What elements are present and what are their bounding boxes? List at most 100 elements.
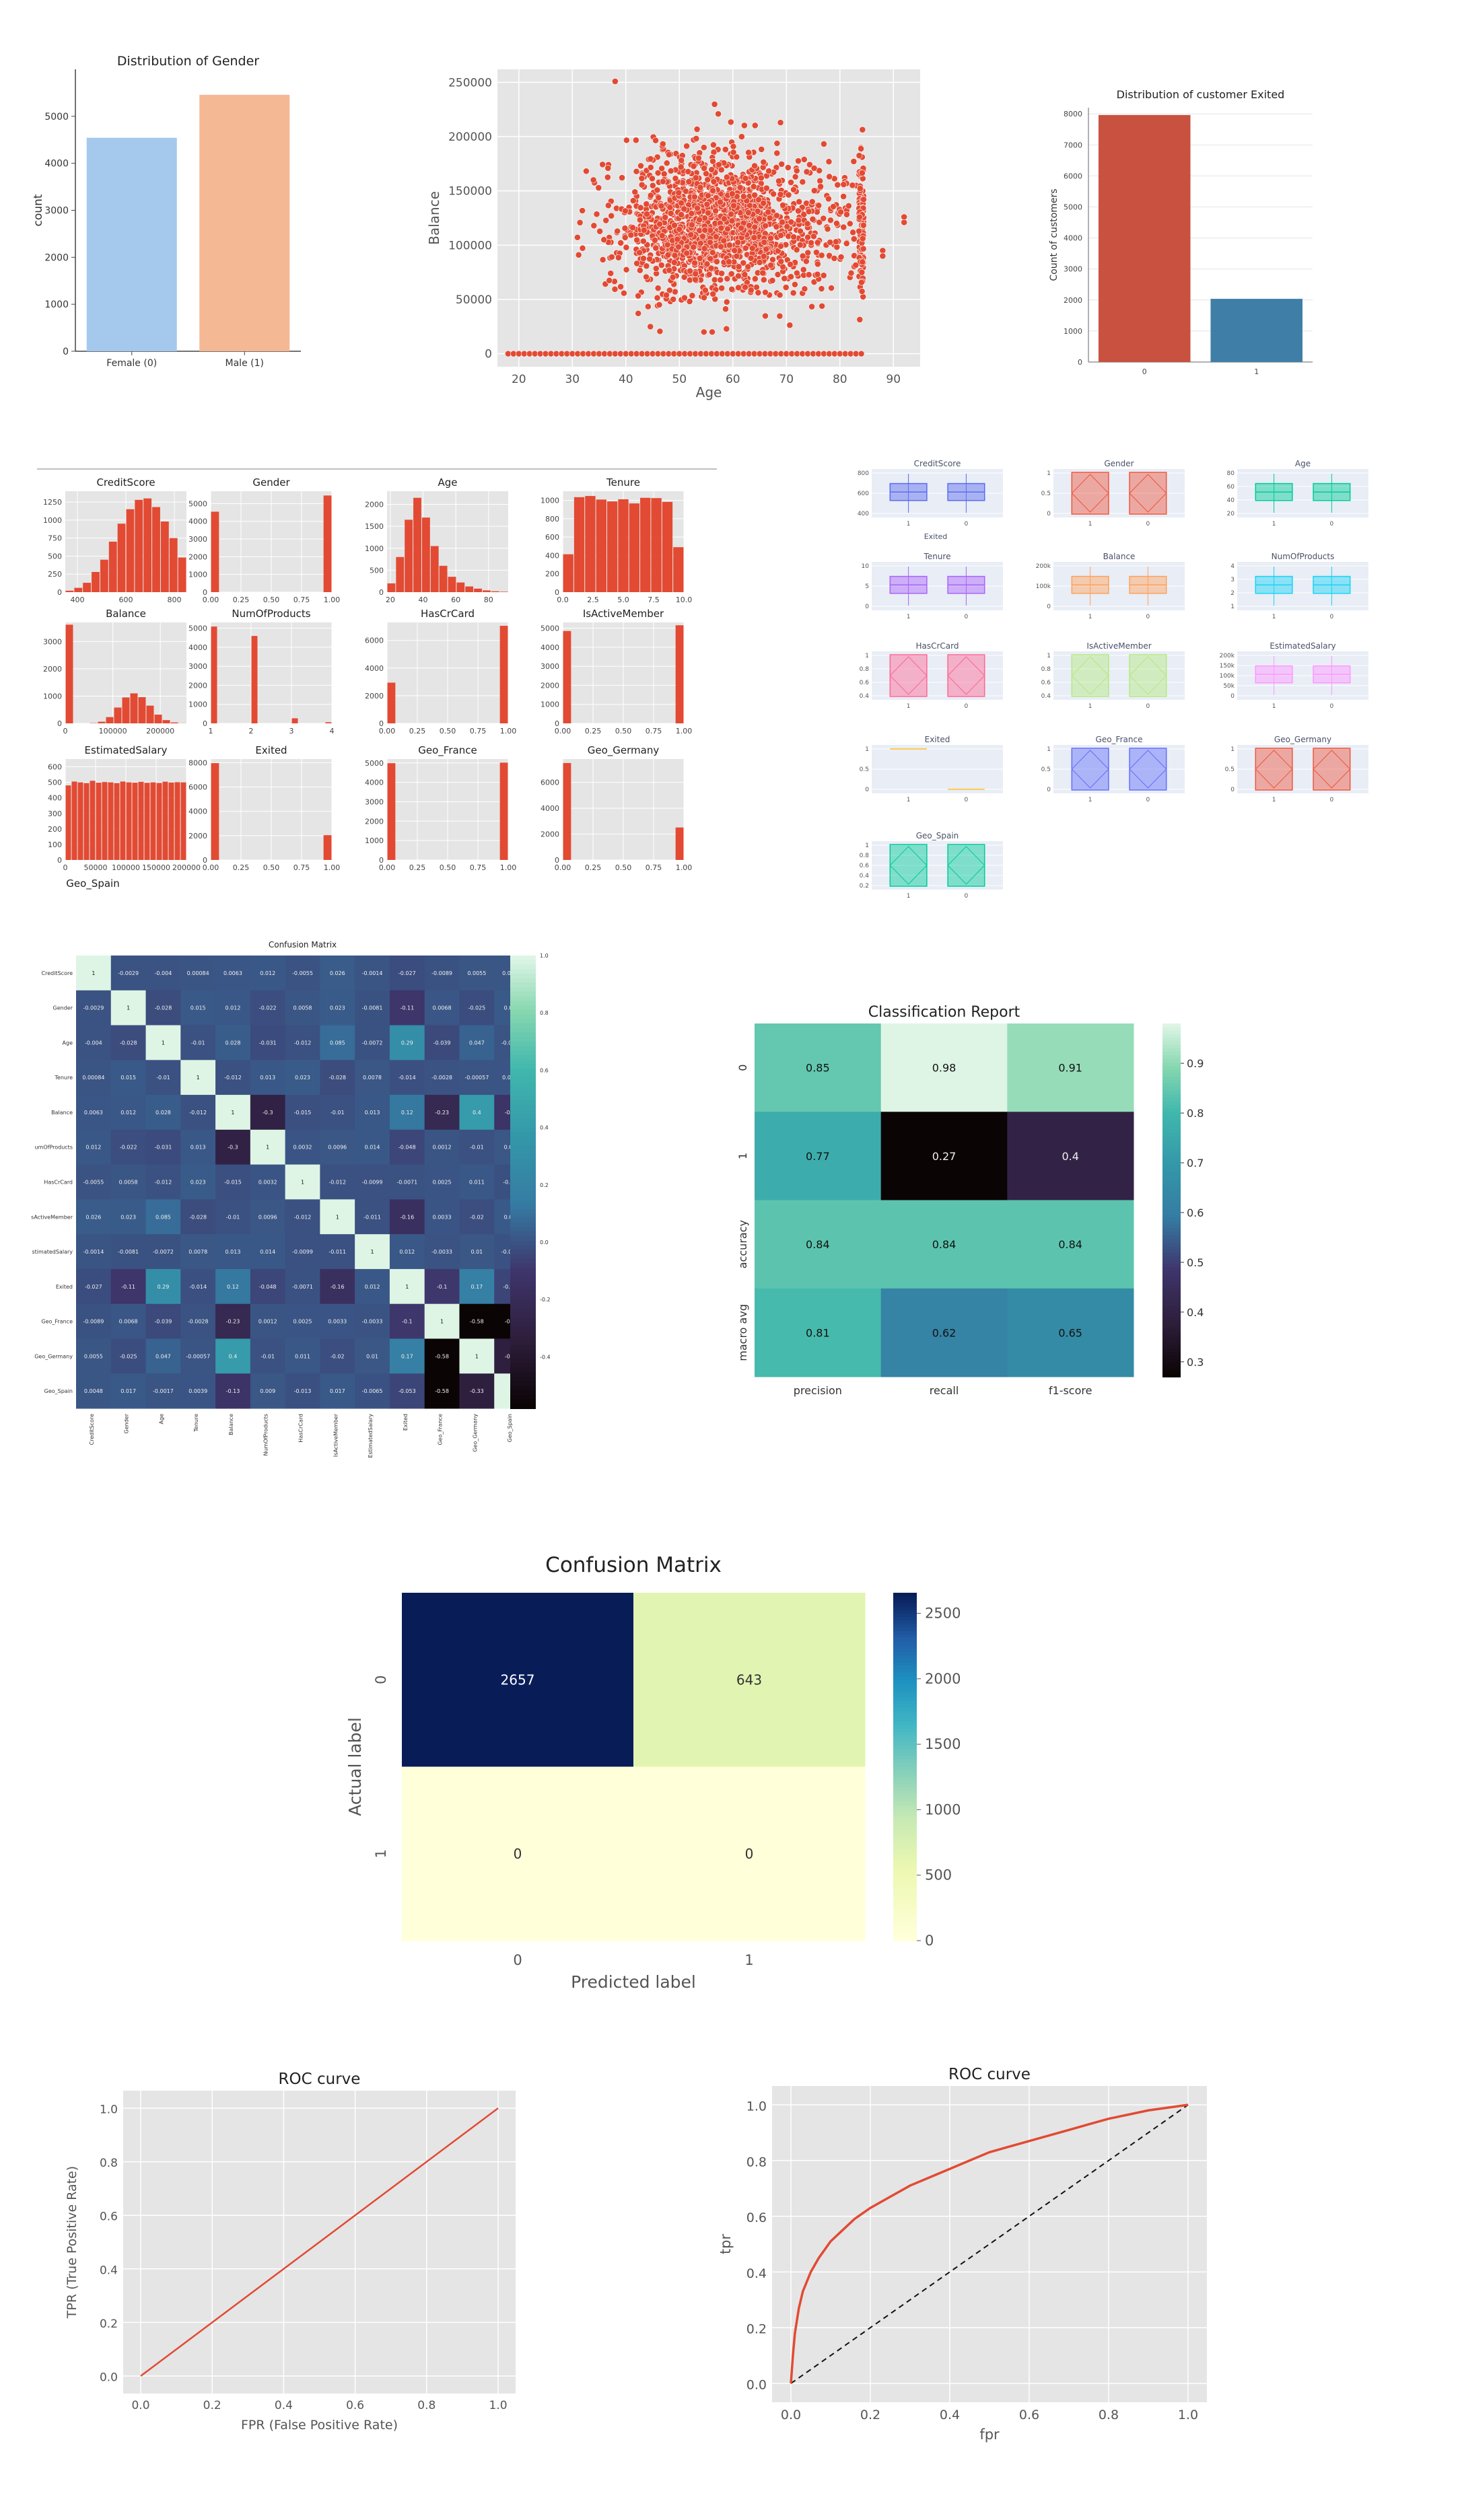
heatmap-cell bbox=[76, 1338, 112, 1374]
heatmap-cell bbox=[145, 1164, 181, 1200]
x-tick-label: 1 bbox=[1272, 797, 1276, 803]
scatter-point bbox=[834, 181, 841, 188]
colorbar-segment bbox=[893, 1659, 917, 1663]
cell-value: -0.11 bbox=[121, 1284, 135, 1290]
row-label: 1 bbox=[736, 1153, 749, 1159]
scatter-point bbox=[840, 193, 847, 200]
scatter-point bbox=[636, 249, 643, 256]
cell-value: -0.01 bbox=[191, 1040, 205, 1046]
scatter-point bbox=[607, 270, 615, 277]
y-tick-label: 1000 bbox=[43, 516, 62, 525]
row-label: umOfProducts bbox=[34, 1145, 73, 1151]
cell-value: -0.028 bbox=[120, 1040, 137, 1046]
colorbar-segment bbox=[893, 1888, 917, 1893]
colorbar-segment bbox=[1162, 1250, 1181, 1254]
colorbar-segment bbox=[893, 1906, 917, 1910]
colorbar-segment bbox=[1162, 1366, 1181, 1371]
scatter-point bbox=[770, 190, 777, 198]
heatmap-cell bbox=[424, 1199, 460, 1235]
cell-value: -0.0033 bbox=[362, 1319, 383, 1325]
mean-diamond bbox=[1129, 656, 1167, 695]
y-tick-label: 200k bbox=[1220, 653, 1235, 659]
scatter-point bbox=[643, 273, 650, 281]
scatter-point bbox=[611, 285, 619, 293]
heatmap-cell bbox=[389, 1060, 425, 1095]
colorbar-segment bbox=[1162, 1196, 1181, 1201]
scatter-point-outlier bbox=[611, 78, 619, 85]
scatter-point bbox=[792, 173, 799, 180]
hist-bar bbox=[474, 588, 482, 592]
scatter-point bbox=[686, 298, 693, 305]
hist-bar bbox=[162, 720, 170, 723]
y-tick-label: 3 bbox=[1230, 577, 1235, 583]
colorbar-segment bbox=[1162, 1090, 1181, 1095]
scatter-point bbox=[760, 252, 767, 260]
y-tick-label: 4 bbox=[1230, 563, 1235, 570]
heatmap-cell bbox=[110, 990, 147, 1026]
row-label: Tenure bbox=[54, 1075, 73, 1081]
colorbar-segment bbox=[1162, 1327, 1181, 1332]
x-tick-label: 1 bbox=[907, 521, 911, 528]
scatter-point bbox=[656, 221, 663, 227]
scatter-point bbox=[733, 153, 740, 161]
colorbar-segment bbox=[1162, 1069, 1181, 1074]
heatmap-cell bbox=[180, 1060, 216, 1095]
heatmap-cell bbox=[424, 956, 460, 991]
scatter-point bbox=[804, 233, 811, 241]
heatmap-cell bbox=[145, 1373, 181, 1409]
heatmap-cell bbox=[459, 1234, 495, 1270]
hist-bar bbox=[126, 782, 132, 860]
scatter-point bbox=[647, 164, 654, 171]
scatter-point bbox=[808, 303, 815, 310]
colorbar-segment bbox=[1162, 1052, 1181, 1056]
hist-bar bbox=[563, 762, 571, 860]
heatmap-cell bbox=[76, 990, 112, 1026]
heatmap-cell bbox=[250, 1095, 286, 1130]
heatmap-cell bbox=[110, 1268, 147, 1305]
scatter-point bbox=[795, 157, 802, 165]
y-tick-label: 0.8 bbox=[746, 2155, 767, 2169]
colorbar-segment bbox=[1162, 1122, 1181, 1127]
y-tick-label: 100 bbox=[48, 840, 62, 849]
y-tick-label: 5000 bbox=[188, 499, 207, 508]
heatmap-cell bbox=[285, 1303, 320, 1339]
scatter-point bbox=[720, 237, 728, 244]
hist-bar bbox=[573, 497, 585, 592]
colorbar-segment bbox=[510, 991, 536, 997]
cell-value: -0.0072 bbox=[362, 1040, 383, 1046]
colorbar-segment bbox=[893, 1840, 917, 1844]
row-label: Gender bbox=[53, 1005, 73, 1011]
cell-value: 0.0055 bbox=[467, 970, 486, 976]
y-tick-label: 1000 bbox=[541, 497, 559, 505]
x-tick-label: 100000 bbox=[112, 863, 140, 872]
cell-value: 0.0096 bbox=[258, 1214, 277, 1220]
y-tick-label: 5000 bbox=[44, 112, 69, 122]
heatmap-cell bbox=[424, 990, 460, 1026]
heatmap-cell bbox=[250, 1338, 286, 1374]
scatter-point bbox=[816, 177, 824, 184]
row-label: sActiveMember bbox=[31, 1214, 73, 1220]
colorbar-segment bbox=[1162, 1189, 1181, 1194]
x-tick-label: 0.50 bbox=[440, 863, 456, 872]
scatter-point bbox=[767, 235, 774, 242]
scatter-point bbox=[818, 252, 825, 259]
scatter-point bbox=[763, 184, 770, 192]
heatmap-cell bbox=[110, 956, 147, 991]
colorbar-segment bbox=[893, 1773, 917, 1778]
heatmap-cell bbox=[215, 1268, 251, 1305]
heatmap-cell bbox=[145, 1338, 181, 1374]
colorbar-segment bbox=[510, 1077, 536, 1083]
scatter-point bbox=[663, 291, 670, 299]
y-tick-label: 1 bbox=[1047, 746, 1051, 753]
scatter-point bbox=[740, 259, 747, 266]
cell-value: 0.014 bbox=[365, 1145, 380, 1151]
scatter-point bbox=[608, 254, 615, 260]
y-tick-label: 1000 bbox=[188, 571, 207, 579]
row-label: accuracy bbox=[736, 1220, 749, 1268]
scatter-point bbox=[805, 208, 812, 215]
